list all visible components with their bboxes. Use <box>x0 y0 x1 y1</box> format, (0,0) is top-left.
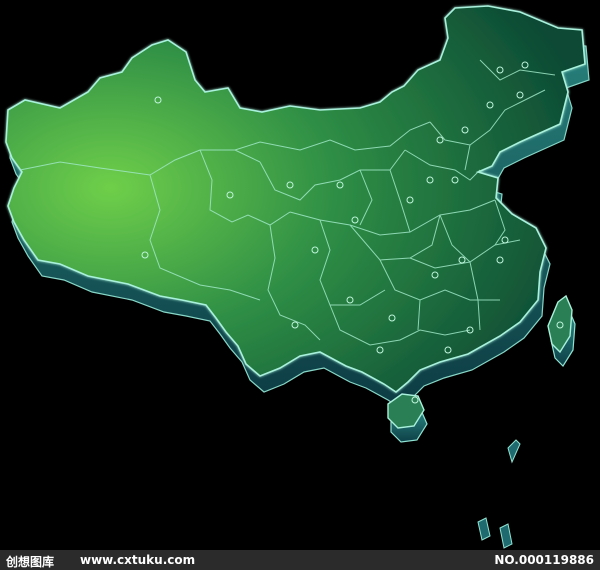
map-land-surface <box>5 5 586 393</box>
south-sea-islets <box>477 439 521 549</box>
city-markers <box>141 61 564 404</box>
taiwan-island <box>547 294 573 354</box>
watermark-footer: 创想图库 www.cxtuku.com NO.000119886 <box>0 550 600 570</box>
china-map <box>5 5 590 549</box>
province-borders <box>19 59 556 346</box>
brand-label: 创想图库 <box>6 555 55 569</box>
map-stage <box>5 5 590 549</box>
site-url: www.cxtuku.com <box>80 553 196 567</box>
image-number: NO.000119886 <box>494 553 594 567</box>
